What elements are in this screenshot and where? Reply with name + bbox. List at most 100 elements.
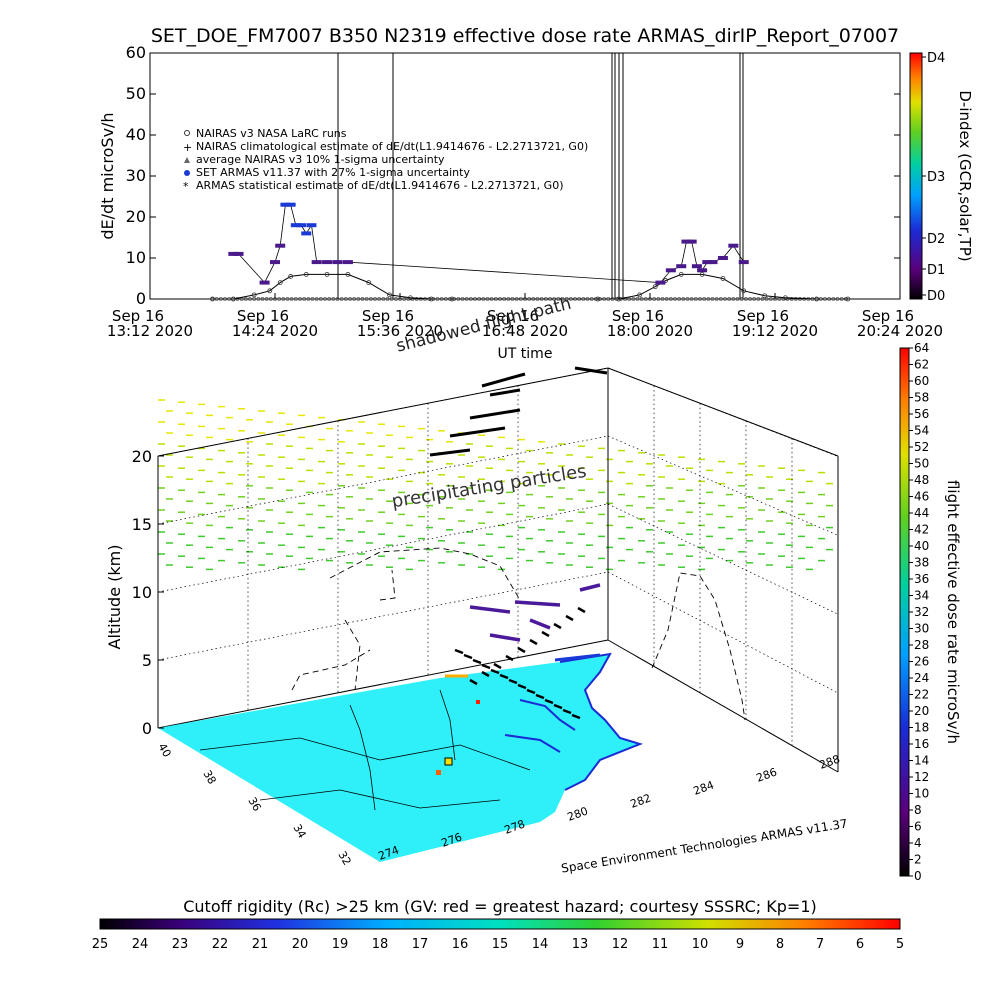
baseline-mark	[339, 297, 344, 301]
series-point-nairas	[678, 271, 684, 277]
xtick-time: 14:24 2020	[232, 322, 318, 340]
baseline-mark	[389, 297, 394, 301]
track-descent-segment	[562, 708, 572, 715]
series-point-armas	[707, 260, 718, 265]
baseline-mark	[752, 297, 757, 301]
dose-tick-label: 2	[914, 853, 922, 867]
series-point-armas	[306, 223, 317, 228]
dindex-tick-label: D1	[927, 263, 945, 278]
baseline-mark	[273, 297, 277, 301]
xtick-day: Sep 16	[862, 307, 914, 325]
timeseries-xlabel: UT time	[498, 346, 553, 362]
cutoff-tick-label: 16	[452, 937, 469, 952]
track-segment-purple	[514, 600, 561, 607]
dose-tick-label: 40	[914, 539, 929, 553]
dose-tick-label: 34	[914, 589, 929, 603]
flight-projections	[291, 547, 746, 721]
baseline-mark	[302, 297, 307, 301]
series-point-nairas	[251, 292, 257, 298]
series-point-nairas	[366, 280, 372, 286]
series-point-nairas	[652, 284, 658, 290]
track-descent-segment	[535, 693, 545, 700]
dose-tick-label: 12	[914, 770, 929, 784]
dose-tick-label: 4	[914, 836, 922, 850]
cutoff-tick-label: 13	[572, 937, 589, 952]
xtick-day: Sep 16	[612, 307, 664, 325]
grid-line	[607, 571, 839, 694]
series-point-nairas	[408, 295, 413, 301]
baseline-mark	[660, 297, 665, 301]
baseline-mark	[748, 297, 752, 301]
baseline-mark	[368, 297, 373, 301]
shadow-segment	[481, 372, 526, 388]
scene-credit: Space Environment Technologies ARMAS v11…	[560, 816, 848, 875]
baseline-mark	[327, 297, 332, 301]
baseline-mark	[698, 297, 702, 301]
cutoff-tick-label: 10	[692, 937, 709, 952]
ztick-label: 5	[142, 651, 152, 670]
track-segment	[493, 662, 502, 670]
scene-zticks: 0 5 10 15 20	[132, 447, 164, 738]
ground-map	[158, 654, 640, 862]
series-point-nairas	[345, 271, 351, 277]
dose-tick-label: 24	[914, 671, 929, 685]
series-point-nairas	[267, 288, 273, 294]
track-descent-segment	[526, 688, 536, 695]
cutoff-tick-label: 23	[172, 937, 189, 952]
series-point-armas	[311, 260, 322, 265]
cutoff-colorbar-group: Cutoff rigidity (Rc) >25 km (GV: red = g…	[92, 897, 904, 952]
legend-label-armas-statistical: ARMAS statistical estimate of dE/dt(L1.9…	[196, 179, 563, 192]
legend-label-nairas-uncertainty: average NAIRAS v3 10% 1-sigma uncertaint…	[196, 153, 445, 166]
dindex-tick-label: D3	[927, 170, 945, 185]
baseline-mark	[768, 297, 773, 301]
shadow-segment	[429, 448, 471, 457]
series-point-armas	[717, 256, 728, 260]
baseline-mark	[673, 297, 677, 301]
dose-tick-label: 10	[914, 787, 929, 801]
grid-line	[607, 367, 839, 457]
baseline-mark	[264, 297, 269, 301]
dose-tick-label: 42	[914, 523, 929, 537]
baseline-mark	[710, 297, 715, 301]
track-segment	[481, 670, 490, 678]
baseline-mark	[418, 297, 423, 301]
baseline-mark	[664, 297, 669, 301]
legend-label-nairas-climatological: NAIRAS climatological estimate of dE/dt(…	[196, 140, 588, 153]
series-point-armas	[702, 260, 713, 265]
track-segment	[577, 606, 586, 614]
ztick-label: 15	[132, 515, 152, 534]
baseline-mark	[773, 297, 777, 301]
shadow-segment	[489, 388, 521, 397]
lat-tick-label: 32	[335, 849, 353, 868]
baseline-mark	[281, 297, 286, 301]
legend-plus-icon: +	[183, 141, 192, 154]
xtick-day: Sep 16	[362, 307, 414, 325]
ytick-label: 50	[126, 84, 146, 103]
xtick-day: Sep 16	[112, 307, 164, 325]
ground-city-marks	[436, 700, 480, 775]
lat-tick-label: 34	[290, 822, 308, 841]
baseline-mark	[798, 297, 802, 301]
baseline-mark	[639, 297, 644, 301]
figure-title: SET_DOE_FM7007 B350 N2319 effective dose…	[151, 25, 899, 47]
shadow-segment	[469, 408, 521, 420]
baseline-mark	[756, 297, 761, 301]
series-point-nairas	[428, 296, 434, 302]
series-point-nairas	[303, 271, 309, 277]
track-segment	[565, 614, 574, 622]
lon-tick-label: 284	[692, 778, 716, 797]
series-point-armas	[655, 280, 666, 285]
legend-star-icon: *	[183, 180, 189, 193]
series-point-nairas	[210, 296, 215, 302]
baseline-mark	[648, 297, 652, 301]
baseline-mark	[398, 297, 402, 301]
cutoff-tick-label: 12	[612, 937, 629, 952]
cutoff-label: Cutoff rigidity (Rc) >25 km (GV: red = g…	[183, 897, 817, 916]
series-point-nairas	[324, 271, 330, 277]
lat-tick-label: 38	[200, 768, 218, 787]
shadow-segment	[574, 366, 608, 375]
timeseries-yticks: 0 10 20 30 40 50 60	[126, 43, 900, 308]
series-point-armas	[665, 268, 676, 273]
